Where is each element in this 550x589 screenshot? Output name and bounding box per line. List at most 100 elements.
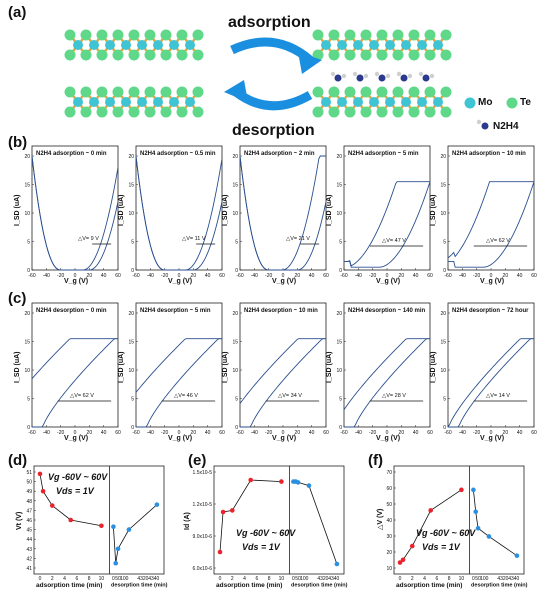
y-tick-label: 1.2x10-5	[193, 502, 213, 508]
y-tick-label: 43	[26, 547, 32, 553]
y-tick-label: 0	[443, 425, 446, 431]
te-atom	[192, 49, 204, 61]
y-tick-label: 20	[232, 311, 238, 317]
adsorption-point	[409, 543, 415, 549]
y-tick-label: 47	[26, 508, 32, 514]
x-tick-label: 60	[427, 273, 433, 279]
y-axis-label: I_SD (uA)	[222, 351, 229, 384]
transfer-plot-svg: -60 -40 -20 0 20 40 60 0 5 10 15 20	[128, 302, 225, 436]
drain-voltage-annotation: Vds = 1V	[242, 542, 280, 552]
te-atom	[408, 106, 420, 118]
arrow-head	[224, 80, 248, 102]
plot-title: N2H4 desorption ~ 0 min	[36, 308, 107, 314]
x-tick-label: 50	[295, 576, 301, 582]
x-tick-label: -40	[459, 273, 466, 279]
x-tick-label: -40	[251, 273, 258, 279]
h-atom	[429, 73, 435, 79]
mote2-lattice	[312, 71, 452, 118]
plot-frame	[343, 302, 431, 428]
mo-atom	[337, 97, 347, 107]
te-atom	[328, 49, 340, 61]
x-tick-label: 60	[219, 430, 225, 436]
n-atom	[400, 74, 408, 82]
x-tick-label: 0	[490, 273, 493, 279]
x-tick-label: -40	[459, 430, 466, 436]
y-tick-label: 5	[27, 397, 30, 403]
x-axis-label-desorption: desorption time (min)	[471, 582, 528, 588]
adsorption-point	[99, 523, 104, 529]
mo-atom	[105, 97, 115, 107]
desorption-point	[334, 561, 340, 567]
y-tick-label: 20	[336, 154, 342, 160]
adsorption-point	[217, 549, 223, 555]
mo-atom	[169, 97, 179, 107]
x-tick-label: 60	[323, 273, 329, 279]
plot-frame	[33, 465, 165, 575]
panel-label-e: (e)	[188, 452, 207, 469]
legend-mo: Mo	[478, 97, 493, 108]
x-tick-label: -20	[265, 273, 272, 279]
te-atom	[64, 49, 76, 61]
x-tick-label: 40	[101, 273, 107, 279]
te-atom	[424, 29, 436, 41]
y-tick-label: 41	[26, 566, 32, 572]
x-tick-label: 50	[115, 576, 121, 582]
panel-label-d: (d)	[8, 452, 28, 469]
x-tick-label: 4320	[137, 576, 148, 582]
te-atom	[392, 29, 404, 41]
te-atom	[328, 86, 340, 98]
x-tick-label: 0	[112, 576, 115, 582]
y-tick-label: 15	[336, 340, 342, 346]
x-axis-label: V_g (V)	[272, 278, 297, 285]
x-tick-label: 4320	[317, 576, 328, 582]
y-tick-label: 0	[131, 268, 134, 274]
delta-v-label: △V= 34 V	[278, 393, 302, 399]
panel-label-b: (b)	[8, 134, 28, 151]
x-axis-label-desorption: desorption time (min)	[291, 582, 348, 588]
mo-atom	[369, 40, 379, 50]
transfer-plot-c-1: -60 -40 -20 0 20 40 60 0 5 10 15 20	[128, 302, 225, 436]
delta-v-label: △V= 62 V	[486, 238, 510, 244]
mo-atom	[105, 40, 115, 50]
n-atom	[356, 74, 364, 82]
x-tick-label: 40	[205, 430, 211, 436]
kinetics-plot-f: 10 20 30 40 50 60 70 0 2 4 6 8 10 0 50 100 4320 4340	[386, 465, 525, 582]
hysteresis-branch	[239, 155, 326, 271]
te-atom	[112, 49, 124, 61]
gate-voltage-annotation: Vg -60V ~ 60V	[48, 472, 108, 482]
x-tick-label: 8	[268, 576, 271, 582]
te-atom	[424, 106, 436, 118]
x-tick-label: 60	[115, 273, 121, 279]
te-atom	[128, 86, 140, 98]
plot-title: N2H4 adsorption ~ 5 min	[348, 151, 419, 157]
x-tick-label: 6	[435, 576, 438, 582]
mote2-lattice	[64, 86, 204, 118]
legend-n2h4: N2H4	[493, 121, 519, 132]
y-tick-label: 15	[128, 183, 134, 189]
x-tick-label: 40	[413, 430, 419, 436]
y-axis-label: I_SD (uA)	[326, 351, 333, 384]
x-tick-label: 6	[75, 576, 78, 582]
x-axis-label: V_g (V)	[480, 435, 505, 442]
y-tick-label: 0	[235, 425, 238, 431]
mo-atom	[417, 40, 427, 50]
delta-v-label: △V= 11 V	[182, 236, 206, 242]
te-atom	[392, 49, 404, 61]
mo-atom	[433, 40, 443, 50]
transfer-plot-b-0: -60 -40 -20 0 20 40 60 0 5 10 15 20	[24, 145, 121, 279]
y-tick-label: 45	[26, 528, 32, 534]
transfer-plot-b-4: -60 -40 -20 0 20 40 60 0 5 10 15 20	[440, 145, 537, 279]
adsorption-point	[397, 560, 403, 565]
mote2-lattice	[312, 29, 452, 61]
desorption-point	[126, 527, 132, 532]
mo-atom	[401, 40, 411, 50]
schematic-illustration	[64, 29, 518, 130]
adsorption-point	[459, 487, 464, 493]
x-axis-label: V_g (V)	[376, 278, 401, 285]
x-tick-label: 100	[120, 576, 129, 582]
plot-title: N2H4 desorption ~ 72 hour	[452, 308, 529, 314]
desorption-point	[471, 487, 476, 493]
x-tick-label: -40	[251, 430, 258, 436]
te-atom	[360, 86, 372, 98]
